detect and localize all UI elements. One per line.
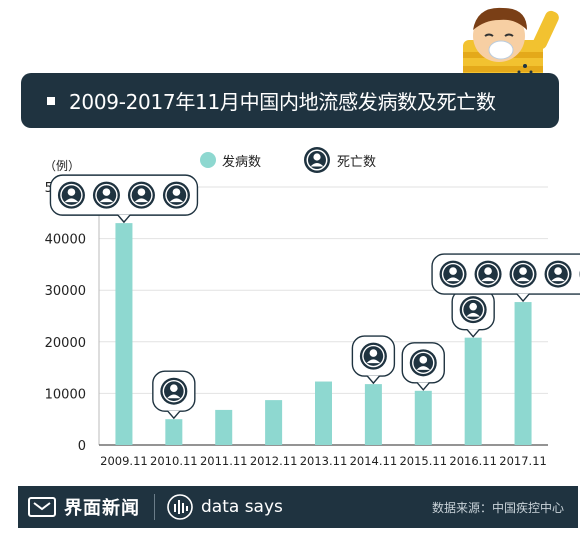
y-tick-label: 30000 [45,284,86,299]
x-tick-label: 2012.11 [250,454,298,468]
person-icon-body [169,198,184,203]
person-icon-head [67,188,76,196]
death-bubble-pointer-fill [167,410,180,419]
data-says-text: data says [201,497,283,517]
bar-2013.11 [315,381,332,445]
data-says-icon [167,494,193,520]
legend-item-deaths: 死亡数 [303,146,376,174]
bar-2011.11 [215,409,233,445]
death-bubble-pointer-fill [117,214,130,223]
death-bubble-pointer [366,375,380,385]
data-source: 数据来源：中国疾控中心 [431,500,564,515]
x-tick-label: 2013.11 [300,454,348,468]
person-icon-body [551,277,565,282]
legend-label-cases: 发病数 [222,154,262,170]
person-icon-body [99,198,114,203]
person-icon-head [554,267,562,275]
person-icon-head [419,356,428,364]
death-bubble-pointer-fill [417,382,430,390]
x-tick-label: 2010.11 [150,454,198,468]
brand-name: 界面新闻 [64,498,140,519]
person-icon-body [466,312,480,317]
x-tick-label: 2009.11 [100,454,148,468]
legend-label-deaths: 死亡数 [337,154,377,170]
person-icon-body [416,366,431,370]
y-tick-label: 10000 [45,387,86,402]
person-icon-body [64,198,79,203]
legend-swatch-cases [200,152,216,168]
x-tick-label: 2016.11 [449,454,497,468]
x-tick-label: 2011.11 [200,454,248,468]
person-icon [304,147,331,173]
bar-chart: （例）010000200003000040000500002009.112010… [44,159,580,468]
title-bullet [47,96,55,105]
person-icon-body [167,394,181,399]
person-icon-body [134,198,149,203]
death-bubble-pointer [117,214,131,224]
person-icon-body [516,277,530,282]
death-bubble-pointer [516,293,530,303]
person-icon-head [449,267,457,275]
person-icon-head [369,349,378,357]
legend-item-cases: 发病数 [200,151,261,170]
y-tick-label: 40000 [45,233,86,248]
x-tick-label: 2017.11 [499,454,547,468]
death-bubble-pointer [466,329,480,338]
sneezing-boy-illustration [463,7,559,80]
bar-2014.11 [364,384,382,445]
death-bubble-pointer-fill [517,293,530,302]
person-icon-body [481,277,495,282]
legend: 发病数 死亡数 [200,145,376,175]
person-icon-head [484,267,492,275]
death-bubble-pointer [167,410,181,420]
y-tick-label: 0 [78,439,86,454]
person-icon-body [446,277,460,282]
bar-2010.11 [165,419,183,445]
bar-2012.11 [265,400,283,445]
bar-2016.11 [464,337,482,445]
death-bubble-pointer-fill [467,329,480,337]
x-tick-label: 2015.11 [399,454,447,468]
y-axis-label: （例） [44,159,80,173]
person-icon-head [102,188,111,196]
person-icon-head [137,188,146,196]
person-icon-head [172,188,181,196]
bar-2015.11 [414,390,432,445]
jiemian-logo-icon [28,497,56,517]
death-bubble-pointer-fill [367,375,380,384]
person-icon-head [469,302,477,311]
person-icon-head [519,267,527,275]
footer: 界面新闻 data says 数据来源：中国疾控中心 [18,486,578,528]
bar-2009.11 [115,223,133,445]
footer-divider [154,494,155,520]
person-icon-head [170,384,178,392]
title-bar: 2009-2017年11月中国内地流感发病数及死亡数 [21,73,559,128]
person-icon-body [366,359,381,364]
y-tick-label: 20000 [45,336,86,351]
death-bubble-pointer [416,382,430,391]
x-tick-label: 2014.11 [350,454,398,468]
chart-title: 2009-2017年11月中国内地流感发病数及死亡数 [69,90,496,114]
bar-2017.11 [514,302,532,445]
